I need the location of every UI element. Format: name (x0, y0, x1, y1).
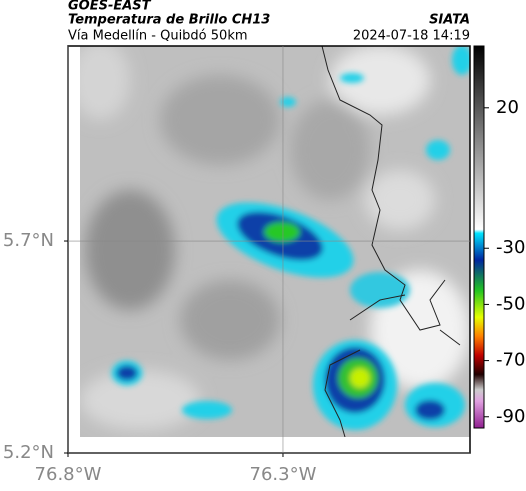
colorbar-tick-label: -70 (496, 350, 525, 371)
colorbar-tick-label: -50 (496, 293, 525, 314)
x-tick-label: 76.3°W (250, 464, 317, 485)
title: Temperatura de Brillo CH13 (68, 13, 270, 28)
org: SIATA (429, 13, 470, 28)
y-tick-label: 5.7°N (3, 230, 54, 251)
colorbar-tick-label: -90 (496, 406, 525, 427)
timestamp: 2024-07-18 14:19 (353, 29, 470, 44)
satellite-image (80, 46, 470, 437)
colorbar-tick-label: 20 (496, 97, 519, 118)
subtitle: Vía Medellín - Quibdó 50km (68, 29, 248, 44)
y-tick-label: 5.2°N (3, 442, 54, 463)
colorbar-tick-label: -30 (496, 237, 525, 258)
x-tick-label: 76.8°W (35, 464, 102, 485)
source: GOES-EAST (68, 0, 152, 14)
colorbar (473, 45, 485, 429)
